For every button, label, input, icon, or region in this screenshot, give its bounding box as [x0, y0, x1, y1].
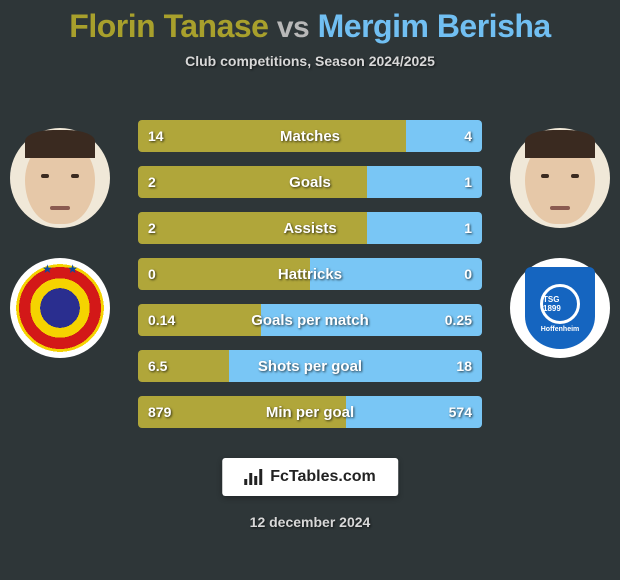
footer-brand-text: FcTables.com: [270, 468, 376, 486]
stat-row: Goals per match0.140.25: [138, 304, 482, 336]
stat-bar-left: [138, 304, 261, 336]
subtitle: Club competitions, Season 2024/2025: [0, 53, 620, 69]
stat-bar-left: [138, 396, 346, 428]
date-text: 12 december 2024: [0, 514, 620, 530]
stat-row: Shots per goal6.518: [138, 350, 482, 382]
player1-club-badge: [10, 258, 110, 358]
footer-brand-badge: FcTables.com: [222, 458, 398, 496]
face-icon: [25, 144, 95, 224]
stat-bar-left: [138, 166, 367, 198]
player2-club-badge: TSG 1899 Hoffenheim: [510, 258, 610, 358]
right-avatar-column: TSG 1899 Hoffenheim: [510, 128, 610, 358]
badge-name: Hoffenheim: [541, 326, 580, 333]
face-icon: [525, 144, 595, 224]
stat-row: Matches144: [138, 120, 482, 152]
stat-bar-right: [367, 212, 482, 244]
player2-name: Mergim Berisha: [318, 8, 551, 44]
stat-bar-right: [406, 120, 482, 152]
left-avatar-column: [10, 128, 110, 358]
stat-bar-left: [138, 350, 229, 382]
stat-bar-right: [367, 166, 482, 198]
player1-name: Florin Tanase: [69, 8, 268, 44]
stats-bars: Matches144 Goals21 Assists21 Hattricks00 Goa…: [138, 120, 482, 428]
hoffenheim-shield-icon: TSG 1899 Hoffenheim: [525, 267, 595, 349]
stat-bar-left: [138, 120, 406, 152]
stat-row: Assists21: [138, 212, 482, 244]
stat-bar-right: [346, 396, 482, 428]
badge-year: TSG 1899: [540, 284, 580, 324]
chart-bars-icon: [244, 469, 262, 485]
comparison-title: Florin Tanase vs Mergim Berisha: [0, 0, 620, 45]
stat-bar-left: [138, 212, 367, 244]
stat-row: Hattricks00: [138, 258, 482, 290]
vs-text: vs: [277, 11, 309, 44]
stat-row: Min per goal879574: [138, 396, 482, 428]
stat-row: Goals21: [138, 166, 482, 198]
stat-bar-right: [310, 258, 482, 290]
stat-bar-right: [261, 304, 482, 336]
player1-avatar: [10, 128, 110, 228]
stat-bar-right: [229, 350, 482, 382]
player2-avatar: [510, 128, 610, 228]
stat-bar-left: [138, 258, 310, 290]
